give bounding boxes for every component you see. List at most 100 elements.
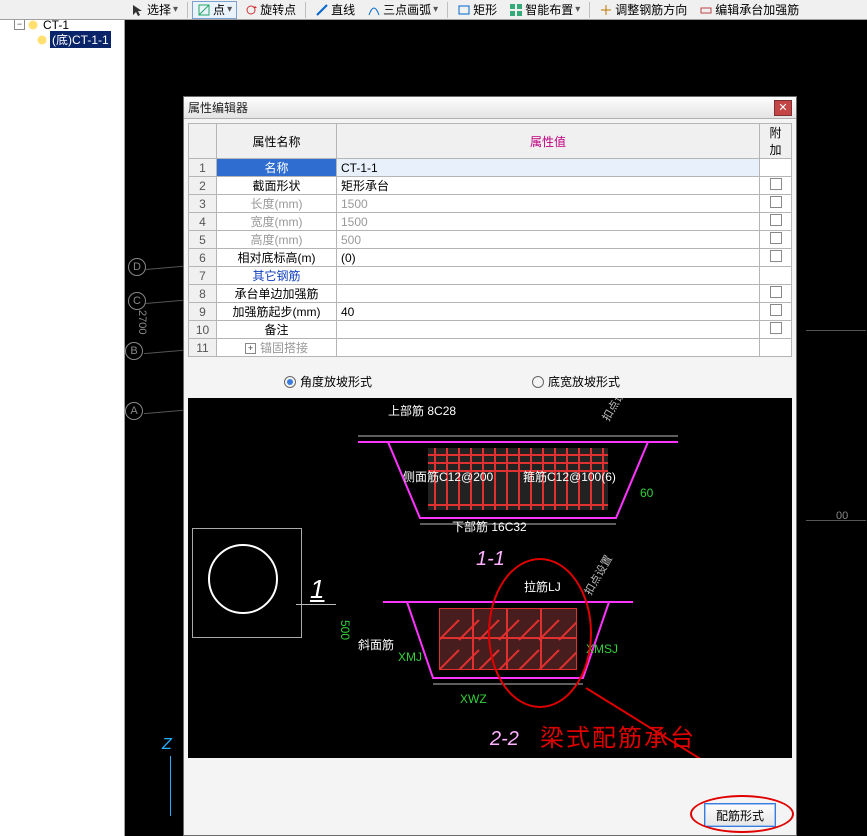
prop-value[interactable] [337, 339, 760, 357]
property-grid: 属性名称 属性值 附加 1名称CT-1-12截面形状矩形承台3长度(mm)150… [184, 119, 796, 357]
close-icon[interactable]: ✕ [774, 100, 792, 116]
property-editor-dialog: 属性编辑器 ✕ 属性名称 属性值 附加 1名称CT-1-12截面形状矩形承台3长… [183, 96, 797, 836]
dialog-footer: 配筋形式 [184, 795, 796, 835]
prop-name: 相对底标高(m) [217, 249, 337, 267]
tb-point[interactable]: 点▾ [192, 1, 237, 19]
dialog-titlebar[interactable]: 属性编辑器 ✕ [184, 97, 796, 119]
checkbox-icon[interactable] [770, 178, 782, 190]
prop-extra[interactable] [760, 177, 792, 195]
tb-smart-layout[interactable]: 智能布置▾ [504, 1, 585, 19]
prop-value[interactable]: 1500 [337, 195, 760, 213]
table-row[interactable]: 8承台单边加强筋 [189, 285, 792, 303]
prop-extra[interactable] [760, 321, 792, 339]
checkbox-icon[interactable] [770, 214, 782, 226]
red-arrow [188, 398, 792, 758]
table-row[interactable]: 6相对底标高(m)(0) [189, 249, 792, 267]
radio-width-label: 底宽放坡形式 [548, 373, 620, 390]
prop-extra[interactable] [760, 195, 792, 213]
prop-name: 截面形状 [217, 177, 337, 195]
prop-value[interactable]: (0) [337, 249, 760, 267]
row-number: 11 [189, 339, 217, 357]
prop-value[interactable] [337, 285, 760, 303]
tb-line[interactable]: 直线 [310, 1, 360, 19]
tb-arc3[interactable]: 三点画弧▾ [362, 1, 443, 19]
prop-extra[interactable] [760, 213, 792, 231]
radio-width-slope[interactable]: 底宽放坡形式 [532, 373, 620, 390]
table-row[interactable]: 7其它钢筋 [189, 267, 792, 285]
table-row[interactable]: 5高度(mm)500 [189, 231, 792, 249]
dialog-title: 属性编辑器 [188, 99, 774, 116]
row-number: 3 [189, 195, 217, 213]
prop-name: 长度(mm) [217, 195, 337, 213]
tb-rotate-label: 旋转点 [260, 1, 296, 18]
tree-panel: − 桩承台 − CT-1 (底)CT-1-1 [0, 0, 125, 836]
tb-edit-cap-rebar[interactable]: 编辑承台加强筋 [694, 1, 804, 19]
prop-name: +锚固搭接 [217, 339, 337, 357]
tb-select[interactable]: 选择▾ [126, 1, 183, 19]
expand-icon[interactable]: + [245, 343, 256, 354]
row-number: 2 [189, 177, 217, 195]
slope-type-radios: 角度放坡形式 底宽放坡形式 [184, 357, 796, 398]
prop-extra[interactable] [760, 267, 792, 285]
tb-adjust-rebar-dir[interactable]: 调整钢筋方向 [594, 1, 692, 19]
tb-edit-cap-label: 编辑承台加强筋 [715, 1, 799, 18]
table-row[interactable]: 11+锚固搭接 [189, 339, 792, 357]
col-value: 属性值 [337, 124, 760, 159]
grid-marker-a: A [125, 402, 143, 420]
table-row[interactable]: 2截面形状矩形承台 [189, 177, 792, 195]
prop-value[interactable]: CT-1-1 [337, 159, 760, 177]
prop-value[interactable] [337, 267, 760, 285]
table-row[interactable]: 10备注 [189, 321, 792, 339]
col-extra: 附加 [760, 124, 792, 159]
prop-value[interactable]: 1500 [337, 213, 760, 231]
prop-name: 加强筋起步(mm) [217, 303, 337, 321]
prop-name: 承台单边加强筋 [217, 285, 337, 303]
sun-icon [27, 19, 39, 31]
prop-extra[interactable] [760, 339, 792, 357]
top-toolbar: 选择▾ 点▾ 旋转点 直线 三点画弧▾ 矩形 智能布置▾ 调整钢筋方向 编辑承台… [0, 0, 867, 20]
checkbox-icon[interactable] [770, 286, 782, 298]
tree-node-ct11[interactable]: (底)CT-1-1 [2, 32, 124, 47]
table-row[interactable]: 3长度(mm)1500 [189, 195, 792, 213]
row-number: 6 [189, 249, 217, 267]
prop-name: 高度(mm) [217, 231, 337, 249]
tb-rect[interactable]: 矩形 [452, 1, 502, 19]
prop-extra[interactable] [760, 285, 792, 303]
checkbox-icon[interactable] [770, 304, 782, 316]
checkbox-icon[interactable] [770, 250, 782, 262]
col-name: 属性名称 [217, 124, 337, 159]
row-number: 10 [189, 321, 217, 339]
tb-rect-label: 矩形 [473, 1, 497, 18]
radio-angle-label: 角度放坡形式 [300, 373, 372, 390]
table-row[interactable]: 4宽度(mm)1500 [189, 213, 792, 231]
radio-angle-slope[interactable]: 角度放坡形式 [284, 373, 372, 390]
table-row[interactable]: 1名称CT-1-1 [189, 159, 792, 177]
row-number: 9 [189, 303, 217, 321]
checkbox-icon[interactable] [770, 322, 782, 334]
table-row[interactable]: 9加强筋起步(mm)40 [189, 303, 792, 321]
prop-value[interactable]: 40 [337, 303, 760, 321]
prop-extra[interactable] [760, 231, 792, 249]
prop-extra[interactable] [760, 159, 792, 177]
prop-value[interactable]: 500 [337, 231, 760, 249]
prop-name: 名称 [217, 159, 337, 177]
prop-value[interactable]: 矩形承台 [337, 177, 760, 195]
col-blank [189, 124, 217, 159]
rebar-diagram: 上部筋 8C28 侧面筋C12@200 箍筋C12@100(6) 下部筋 16C… [188, 398, 792, 758]
row-number: 4 [189, 213, 217, 231]
tree-expander[interactable]: − [14, 19, 25, 30]
tb-rotate-point[interactable]: 旋转点 [239, 1, 301, 19]
row-number: 1 [189, 159, 217, 177]
dim-2700: 2700 [136, 310, 148, 334]
prop-value[interactable] [337, 321, 760, 339]
prop-name: 备注 [217, 321, 337, 339]
prop-extra[interactable] [760, 249, 792, 267]
checkbox-icon[interactable] [770, 232, 782, 244]
prop-name: 其它钢筋 [217, 267, 337, 285]
red-callout-button-ring [690, 795, 794, 833]
checkbox-icon[interactable] [770, 196, 782, 208]
row-number: 8 [189, 285, 217, 303]
prop-extra[interactable] [760, 303, 792, 321]
grid-marker-b: B [125, 342, 143, 360]
row-number: 5 [189, 231, 217, 249]
